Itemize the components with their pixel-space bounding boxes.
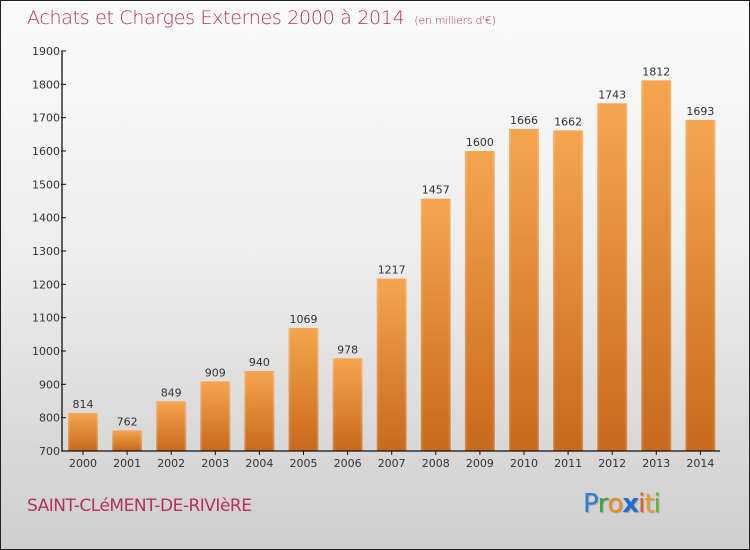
x-tick-label-2012: 2012 (598, 457, 626, 470)
bar-highlight-2012 (597, 103, 628, 451)
bar-highlight-2000 (68, 413, 98, 451)
value-label-2013: 1812 (642, 65, 670, 78)
bar-highlight-2006 (332, 358, 363, 451)
y-tick-label-700: 700 (39, 445, 60, 458)
axes-group: 2000 2001 2002 2003 2004 2005 2006 2007 2008 2009… (32, 45, 720, 470)
bar-highlight-2001 (112, 430, 143, 451)
y-tick-label-1200: 1200 (32, 278, 60, 291)
y-tick-label-1900: 1900 (32, 45, 60, 58)
y-tick-label-1300: 1300 (32, 245, 60, 258)
bar-highlight-2007 (376, 278, 407, 451)
x-tick-label-2003: 2003 (201, 457, 229, 470)
y-tick-label-1600: 1600 (32, 145, 60, 158)
value-label-2001: 762 (117, 415, 138, 428)
logo-letter: P (583, 489, 599, 519)
value-label-2012: 1743 (598, 88, 626, 101)
bar-highlight-2014 (685, 120, 716, 451)
y-tick-label-1400: 1400 (32, 212, 60, 225)
value-label-2009: 1600 (466, 136, 494, 149)
x-tick-label-2010: 2010 (510, 457, 538, 470)
x-tick-label-2006: 2006 (334, 457, 362, 470)
value-label-2014: 1693 (686, 105, 714, 118)
x-tick-label-2004: 2004 (245, 457, 273, 470)
city-name: SAINT-CLéMENT-DE-RIVIèRE (27, 496, 252, 516)
value-label-2008: 1457 (422, 184, 450, 197)
logo-letter: o (607, 489, 623, 519)
bar-highlight-2003 (200, 381, 231, 451)
x-tick-label-2007: 2007 (378, 457, 406, 470)
value-label-2007: 1217 (378, 264, 406, 277)
logo-letter: r (597, 489, 609, 519)
y-tick-label-800: 800 (39, 412, 60, 425)
x-tick-label-2005: 2005 (290, 457, 318, 470)
x-tick-label-2001: 2001 (113, 457, 141, 470)
bar-highlight-2009 (464, 151, 495, 451)
bars-group: 814 762 849 909 940 1069 978 1217 1457 1600 1666 16… (68, 65, 716, 452)
y-tick-label-1800: 1800 (32, 78, 60, 91)
value-label-2002: 849 (161, 386, 182, 399)
bar-highlight-2008 (420, 198, 451, 451)
logo-letter: t (644, 489, 654, 519)
x-tick-label-2013: 2013 (642, 457, 670, 470)
y-tick-label-1100: 1100 (32, 312, 60, 325)
bar-highlight-2005 (288, 328, 319, 451)
logo-letter: i (653, 489, 661, 519)
bar-highlight-2011 (553, 130, 584, 452)
chart-subtitle: (en milliers d'€) (414, 14, 496, 27)
x-tick-label-2008: 2008 (422, 457, 450, 470)
value-label-2011: 1662 (554, 115, 582, 128)
y-tick-label-1000: 1000 (32, 345, 60, 358)
chart-title-main: Achats et Charges Externes 2000 à 2014 (27, 7, 405, 29)
bar-highlight-2010 (509, 129, 539, 451)
value-label-2003: 909 (205, 366, 226, 379)
logo-letter: x (622, 489, 639, 519)
proxiti-logo[interactable]: Proxiti (583, 489, 661, 519)
y-tick-label-1700: 1700 (32, 112, 60, 125)
x-tick-label-2002: 2002 (157, 457, 185, 470)
x-tick-label-2014: 2014 (686, 457, 714, 470)
logo-letter: i (638, 489, 645, 519)
value-label-2006: 978 (337, 343, 358, 356)
bar-highlight-2004 (244, 371, 275, 451)
chart-title: Achats et Charges Externes 2000 à 2014 (e… (27, 7, 496, 29)
value-label-2000: 814 (73, 398, 94, 411)
x-tick-label-2000: 2000 (69, 457, 97, 470)
x-tick-label-2011: 2011 (554, 457, 582, 470)
bar-highlight-2002 (156, 401, 187, 451)
value-label-2010: 1666 (510, 114, 538, 127)
y-tick-label-900: 900 (39, 378, 60, 391)
value-label-2005: 1069 (290, 313, 318, 326)
x-tick-label-2009: 2009 (466, 457, 494, 470)
y-tick-label-1500: 1500 (32, 178, 60, 191)
value-label-2004: 940 (249, 356, 270, 369)
bar-highlight-2013 (641, 80, 672, 451)
